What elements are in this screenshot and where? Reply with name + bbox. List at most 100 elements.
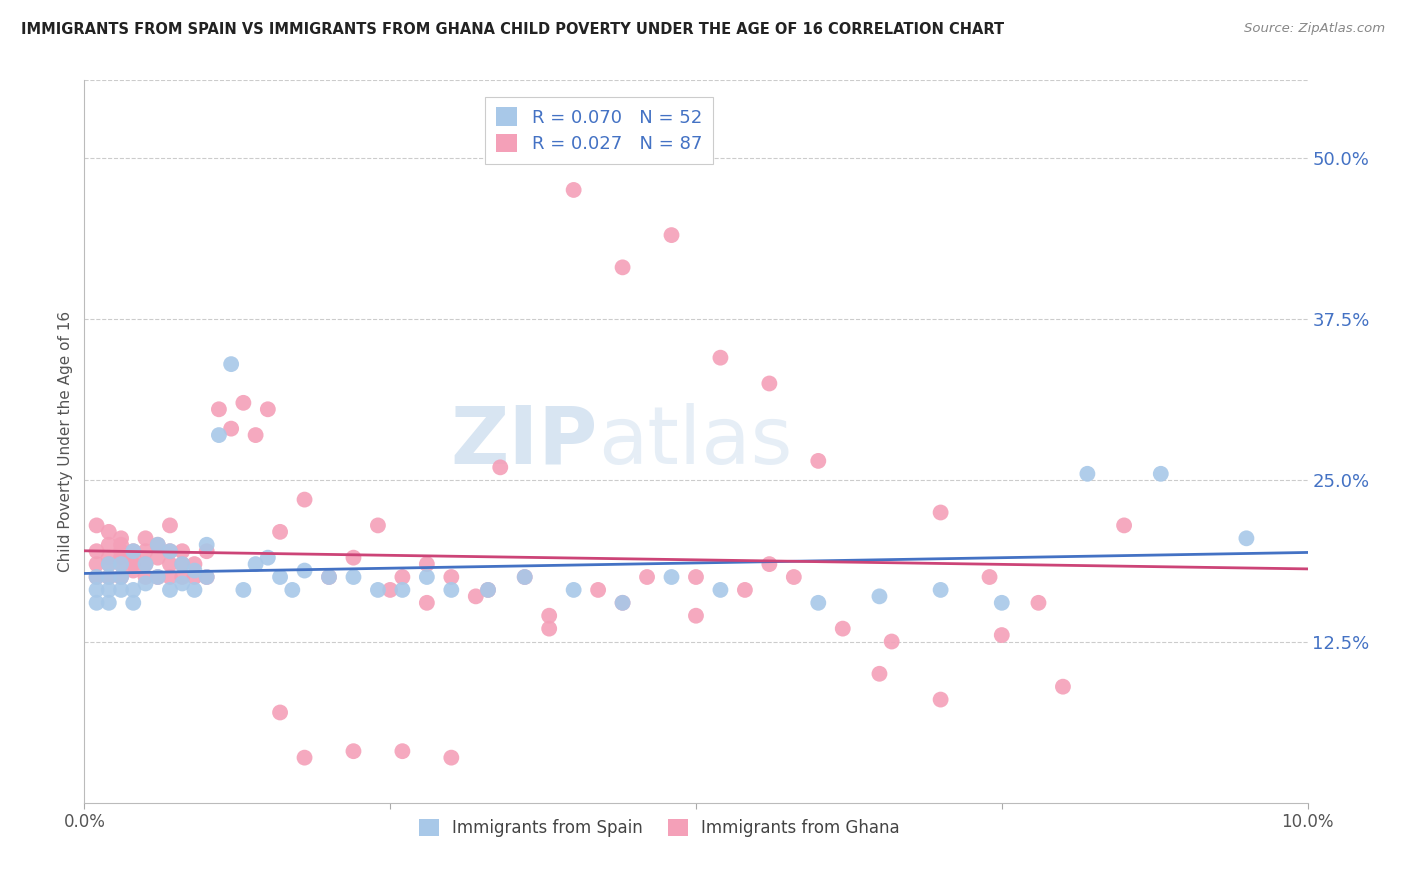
Point <box>110 544 132 558</box>
Point <box>135 576 157 591</box>
Point <box>146 570 169 584</box>
Point <box>86 596 108 610</box>
Point <box>758 376 780 391</box>
Point <box>991 628 1014 642</box>
Point <box>807 596 830 610</box>
Point <box>380 582 402 597</box>
Point <box>342 570 364 584</box>
Point <box>97 596 120 610</box>
Point <box>586 582 609 597</box>
Point <box>367 518 389 533</box>
Point <box>281 582 304 597</box>
Point <box>86 518 108 533</box>
Point <box>122 544 145 558</box>
Point <box>257 550 280 565</box>
Point <box>477 582 499 597</box>
Point <box>1028 596 1050 610</box>
Point <box>464 590 486 604</box>
Point <box>991 596 1014 610</box>
Point <box>342 744 364 758</box>
Point <box>195 570 218 584</box>
Point <box>219 357 242 371</box>
Point <box>489 460 512 475</box>
Point <box>318 570 340 584</box>
Point <box>929 506 952 520</box>
Point <box>440 750 463 764</box>
Point <box>97 570 120 584</box>
Point <box>183 564 205 578</box>
Point <box>1236 531 1258 545</box>
Legend: Immigrants from Spain, Immigrants from Ghana: Immigrants from Spain, Immigrants from G… <box>411 810 908 845</box>
Point <box>979 570 1001 584</box>
Point <box>159 544 181 558</box>
Point <box>159 570 181 584</box>
Point <box>477 582 499 597</box>
Point <box>110 557 132 571</box>
Point <box>391 582 413 597</box>
Point <box>1052 680 1074 694</box>
Point <box>269 570 291 584</box>
Point <box>122 596 145 610</box>
Point <box>172 576 194 591</box>
Point <box>391 570 413 584</box>
Point <box>1114 518 1136 533</box>
Point <box>562 582 585 597</box>
Point <box>172 557 194 571</box>
Point <box>86 544 108 558</box>
Point <box>636 570 658 584</box>
Point <box>159 518 181 533</box>
Point <box>831 622 853 636</box>
Point <box>219 422 242 436</box>
Text: atlas: atlas <box>598 402 793 481</box>
Point <box>416 557 439 571</box>
Text: ZIP: ZIP <box>451 402 598 481</box>
Point <box>110 570 132 584</box>
Point <box>110 550 132 565</box>
Point <box>869 590 891 604</box>
Point <box>110 557 132 571</box>
Point <box>86 582 108 597</box>
Point <box>146 538 169 552</box>
Point <box>146 550 169 565</box>
Point <box>110 538 132 552</box>
Point <box>110 570 132 584</box>
Point <box>538 608 561 623</box>
Point <box>342 550 364 565</box>
Point <box>269 706 291 720</box>
Point <box>709 582 731 597</box>
Point <box>294 492 316 507</box>
Point <box>97 557 120 571</box>
Point <box>135 557 157 571</box>
Y-axis label: Child Poverty Under the Age of 16: Child Poverty Under the Age of 16 <box>58 311 73 572</box>
Point <box>97 557 120 571</box>
Point <box>513 570 536 584</box>
Point <box>869 666 891 681</box>
Point <box>122 550 145 565</box>
Point <box>783 570 806 584</box>
Point <box>86 570 108 584</box>
Point <box>734 582 756 597</box>
Point <box>122 544 145 558</box>
Point <box>807 454 830 468</box>
Point <box>612 596 634 610</box>
Point <box>318 570 340 584</box>
Point <box>135 531 157 545</box>
Point <box>208 428 231 442</box>
Point <box>269 524 291 539</box>
Point <box>1150 467 1173 481</box>
Point <box>172 570 194 584</box>
Point <box>416 570 439 584</box>
Text: Source: ZipAtlas.com: Source: ZipAtlas.com <box>1244 22 1385 36</box>
Point <box>86 557 108 571</box>
Point <box>122 557 145 571</box>
Point <box>135 570 157 584</box>
Point <box>183 582 205 597</box>
Point <box>97 550 120 565</box>
Point <box>195 538 218 552</box>
Point <box>661 570 683 584</box>
Point <box>232 582 254 597</box>
Point <box>135 557 157 571</box>
Point <box>97 524 120 539</box>
Point <box>416 596 439 610</box>
Point <box>97 570 120 584</box>
